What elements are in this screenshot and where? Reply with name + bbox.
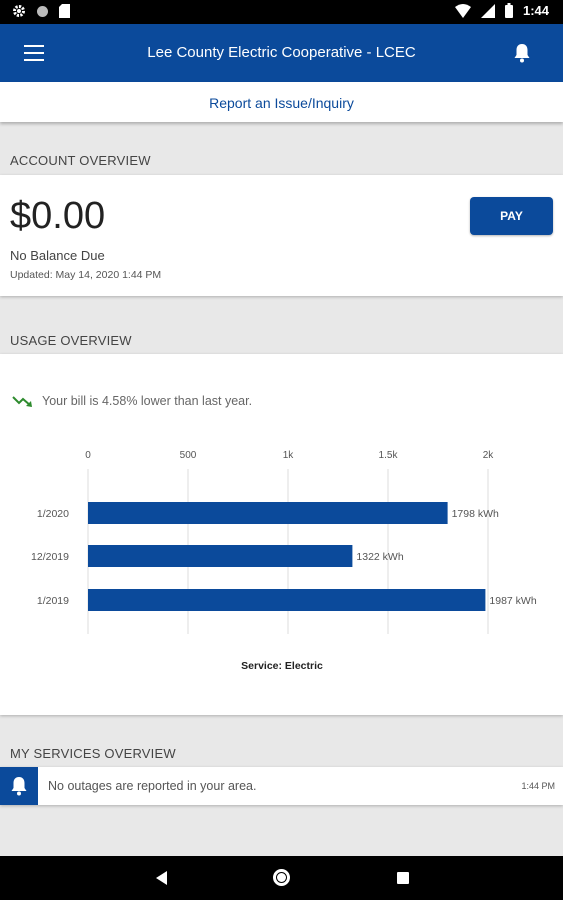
sd-card-icon — [59, 4, 70, 18]
tick-label: 0 — [85, 450, 91, 461]
bar-value-label: 1798 kWh — [452, 508, 499, 520]
usage-bar-chart: 0 500 1k 1.5k 2k 1/2020 1798 kWh 12/2019 1322 kW… — [31, 450, 537, 672]
category-label: 1/2019 — [37, 595, 69, 607]
usage-bar — [88, 502, 448, 524]
account-overview-header: ACCOUNT OVERVIEW — [10, 153, 151, 168]
category-label: 1/2020 — [37, 508, 69, 520]
back-icon[interactable] — [156, 871, 168, 885]
usage-trend: Your bill is 4.58% lower than last year. — [12, 394, 252, 408]
outage-bell — [0, 767, 38, 805]
status-bar: 1:44 — [0, 0, 563, 24]
trend-down-icon — [12, 396, 32, 407]
report-issue-link[interactable]: Report an Issue/Inquiry — [209, 95, 354, 111]
tick-label: 2k — [483, 450, 495, 461]
recents-icon[interactable] — [397, 872, 409, 884]
pay-button[interactable]: PAY — [470, 197, 553, 235]
bell-icon — [11, 777, 27, 796]
services-overview-header: MY SERVICES OVERVIEW — [10, 746, 176, 761]
category-label: 12/2019 — [31, 551, 69, 563]
battery-icon — [504, 3, 513, 18]
circle-icon — [37, 5, 48, 17]
outage-message: No outages are reported in your area. — [48, 779, 257, 793]
account-overview-card: $0.00 No Balance Due Updated: May 14, 20… — [0, 175, 563, 296]
outage-time: 1:44 PM — [521, 781, 555, 791]
balance-status: No Balance Due — [10, 248, 105, 263]
report-bar: Report an Issue/Inquiry — [0, 82, 563, 122]
usage-bar — [88, 589, 486, 611]
signal-icon — [480, 3, 495, 18]
tick-label: 1.5k — [379, 450, 399, 461]
app-title: Lee County Electric Cooperative - LCEC — [147, 44, 416, 61]
usage-message: Your bill is 4.58% lower than last year. — [42, 394, 253, 408]
tick-label: 1k — [283, 450, 295, 461]
usage-overview-card: Your bill is 4.58% lower than last year.… — [0, 354, 563, 715]
tick-label: 500 — [180, 450, 197, 461]
app-bar: Lee County Electric Cooperative - LCEC — [0, 24, 563, 82]
updated-timestamp: Updated: May 14, 2020 1:44 PM — [10, 269, 162, 281]
usage-overview-header: USAGE OVERVIEW — [10, 333, 132, 348]
notifications-bell-icon[interactable] — [513, 43, 531, 63]
bar-value-label: 1987 kWh — [489, 595, 536, 607]
status-time: 1:44 — [522, 3, 549, 18]
balance-amount: $0.00 — [10, 195, 106, 237]
x-axis-label: Service: Electric — [241, 660, 323, 672]
outage-status-card[interactable]: No outages are reported in your area. 1:… — [0, 767, 563, 805]
bar-value-label: 1322 kWh — [356, 551, 403, 563]
home-icon[interactable] — [273, 869, 290, 886]
wifi-icon — [454, 3, 471, 18]
system-nav-bar — [0, 856, 563, 900]
settings-icon — [13, 5, 25, 17]
menu-icon[interactable] — [24, 45, 44, 61]
usage-bar — [88, 545, 353, 567]
